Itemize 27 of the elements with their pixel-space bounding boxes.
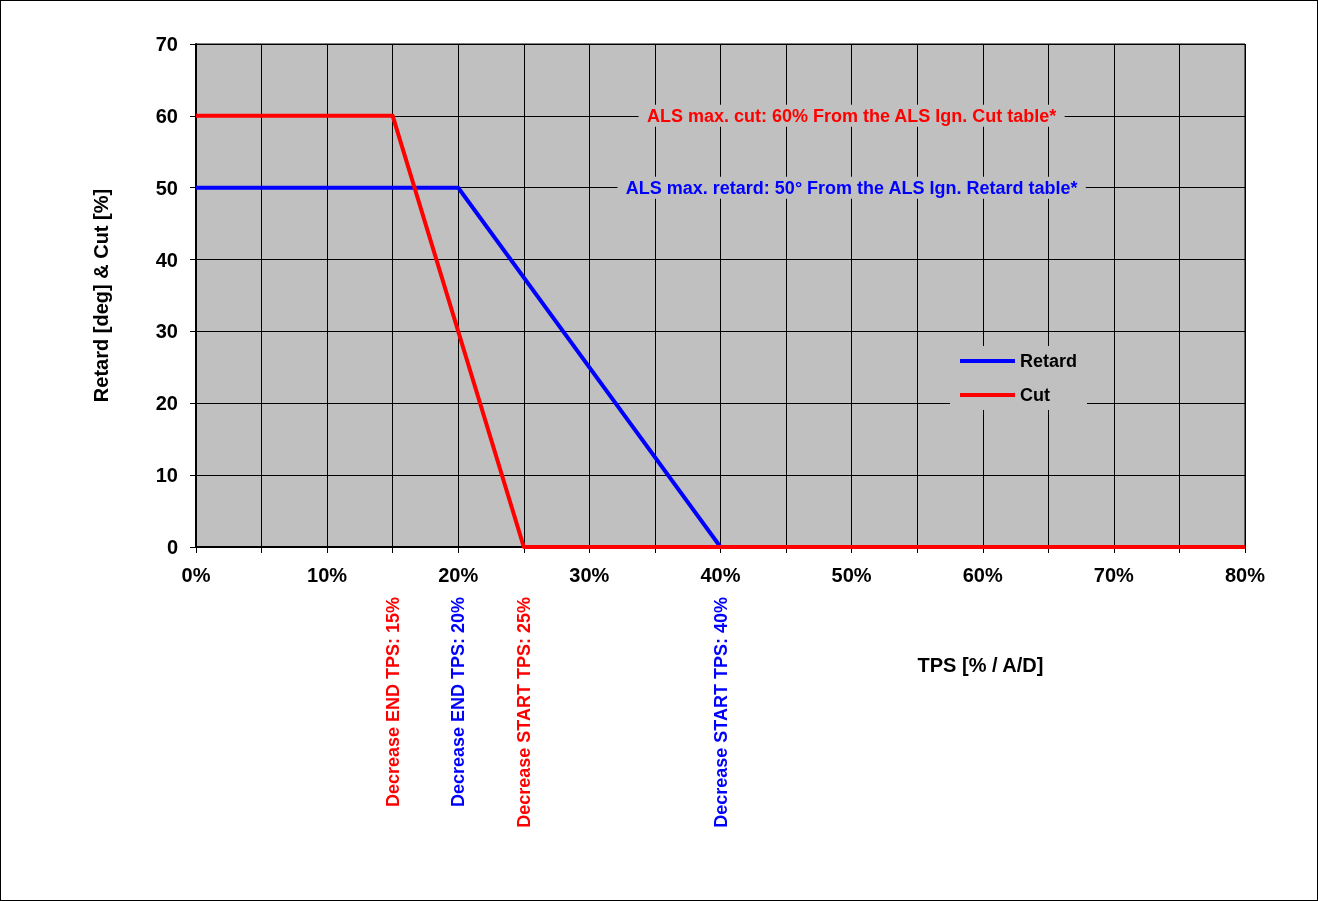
text: Decrease END TPS: 20% <box>448 597 469 808</box>
legend-label: Cut <box>1019 385 1050 405</box>
text: Decrease END TPS: 15% <box>382 597 403 808</box>
text: Decrease START TPS: 40% <box>710 597 731 828</box>
x-tick-label: 60% <box>962 564 1003 586</box>
annotation: ALS max. retard: 50° From the ALS Ign. Retard table* <box>625 177 1078 198</box>
y-tick-label: 60 <box>155 104 178 127</box>
y-tick-label: 0 <box>166 536 178 558</box>
y-tick-label: 10 <box>155 464 178 487</box>
y-tick-label: 50 <box>155 176 178 199</box>
x-tick-label: 80% <box>1224 564 1266 586</box>
x-axis-title: TPS [% / A/D] <box>917 654 1044 676</box>
x-tick-label: 40% <box>700 564 741 586</box>
y-tick-label: 20 <box>155 392 178 415</box>
x-tick-label: 50% <box>831 564 872 586</box>
text: Decrease START TPS: 25% <box>513 597 534 828</box>
x-tick-label: 10% <box>307 564 348 586</box>
x-tick-label: 0% <box>181 564 211 586</box>
legend-label: Retard <box>1019 351 1077 371</box>
annotation: ALS max. cut: 60% From the ALS Ign. Cut table* <box>646 105 1057 126</box>
y-tick-label: 40 <box>155 248 178 271</box>
y-tick-label: 70 <box>155 33 178 55</box>
x-tick-label: 20% <box>438 564 479 586</box>
y-axis-title: Retard [deg] & Cut [%] <box>90 188 112 403</box>
y-tick-label: 30 <box>155 320 178 343</box>
x-tick-label: 70% <box>1093 564 1135 586</box>
x-tick-label: 30% <box>569 564 610 586</box>
